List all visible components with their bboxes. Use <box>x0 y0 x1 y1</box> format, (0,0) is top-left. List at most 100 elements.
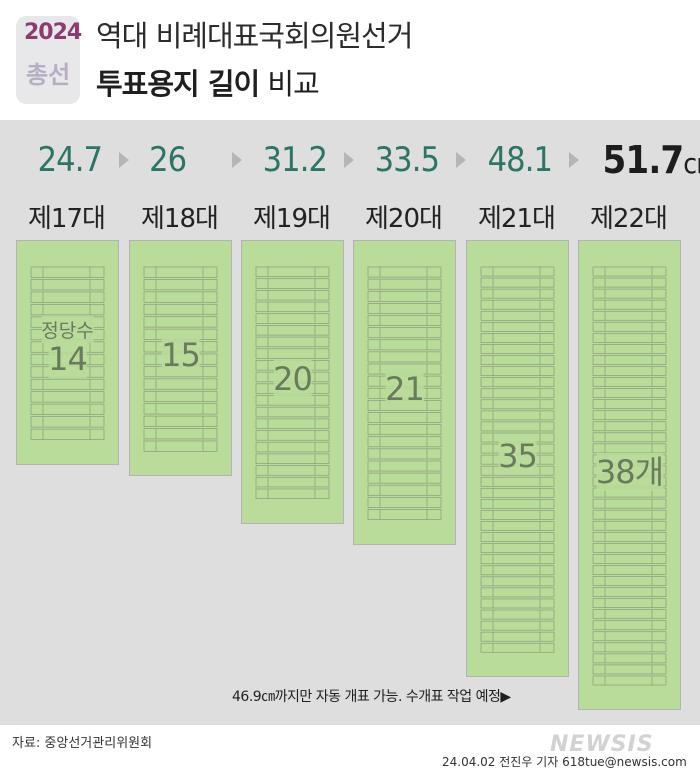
value-label: 24.7 <box>38 138 103 182</box>
party-row <box>480 277 555 288</box>
progress-arrow <box>232 152 242 168</box>
party-row <box>592 653 667 664</box>
election-label: 제21대 <box>478 204 556 234</box>
election-label: 제22대 <box>590 204 668 234</box>
party-row <box>592 299 667 310</box>
party-row <box>255 406 330 418</box>
party-row <box>255 313 330 324</box>
party-row <box>367 315 442 326</box>
progress-arrow <box>569 152 579 168</box>
party-row <box>592 377 667 387</box>
party-count-label: 38개 <box>595 453 664 491</box>
party-row <box>592 443 667 454</box>
party-row <box>480 631 555 642</box>
party-row <box>30 416 105 428</box>
party-row <box>367 327 442 339</box>
party-row <box>143 403 218 415</box>
party-row <box>480 510 555 520</box>
party-count-label: 21 <box>385 370 425 409</box>
party-row <box>30 403 105 415</box>
party-row <box>480 554 555 565</box>
party-row <box>480 266 555 277</box>
party-row <box>592 576 667 586</box>
party-row <box>480 598 555 609</box>
party-row <box>143 378 218 390</box>
ballot-rows <box>367 266 442 520</box>
newsis-watermark: NEWSIS <box>550 732 654 757</box>
party-row <box>255 336 330 348</box>
party-row <box>592 620 667 631</box>
party-row <box>255 453 330 464</box>
party-row <box>592 664 667 675</box>
party-row <box>592 554 667 564</box>
party-row <box>480 476 555 487</box>
election-label: 제17대 <box>28 204 106 234</box>
title-line-2: 투표용지 길이 비교 <box>96 66 320 102</box>
party-row <box>480 609 555 620</box>
party-row <box>480 642 555 653</box>
party-row <box>30 266 105 278</box>
party-row <box>143 415 218 427</box>
ballot-rows <box>592 266 667 686</box>
party-row <box>480 576 555 587</box>
party-row <box>592 587 667 597</box>
source-text: 자료: 중앙선거관리위원회 <box>12 736 153 751</box>
credit-text: 24.04.02 전진우 기자 618tue@newsis.com <box>442 755 687 769</box>
party-row <box>255 278 330 289</box>
party-row <box>592 388 667 398</box>
election-logo: 2024 총선 <box>16 16 82 104</box>
title-rest: 비교 <box>259 67 319 101</box>
party-row <box>592 531 667 542</box>
party-row <box>480 355 555 365</box>
party-row <box>480 620 555 631</box>
party-row <box>255 441 330 453</box>
party-row <box>143 390 218 403</box>
party-row <box>367 484 442 496</box>
party-row <box>592 520 667 531</box>
progress-arrow <box>344 152 354 168</box>
party-row <box>592 421 667 432</box>
party-count-label: 14 <box>48 340 88 379</box>
logo-word: 총선 <box>26 61 71 89</box>
party-row <box>592 288 667 299</box>
value-unit: cm <box>683 147 700 180</box>
party-row <box>367 266 442 278</box>
value-label: 33.5 <box>375 138 440 182</box>
party-row <box>255 430 330 441</box>
party-row <box>480 344 555 354</box>
party-count-label: 20 <box>273 359 313 398</box>
party-row <box>592 344 667 354</box>
party-row <box>255 476 330 488</box>
party-row <box>480 310 555 321</box>
party-row <box>592 266 667 277</box>
party-row <box>592 355 667 365</box>
party-row <box>480 532 555 542</box>
party-row <box>143 440 218 452</box>
header-band <box>0 0 700 120</box>
party-row <box>30 428 105 440</box>
party-row <box>592 565 667 575</box>
party-row <box>592 410 667 421</box>
value-number: 26 <box>149 140 187 180</box>
party-row <box>592 332 667 343</box>
party-row <box>480 421 555 432</box>
party-row <box>143 303 218 316</box>
party-row <box>143 291 218 303</box>
value-number: 24.7 <box>37 140 103 180</box>
party-row <box>480 333 555 343</box>
party-row <box>480 288 555 299</box>
party-row <box>367 351 442 363</box>
election-label: 제18대 <box>141 204 219 234</box>
party-row <box>480 543 555 554</box>
party-row <box>367 436 442 448</box>
election-label: 제19대 <box>253 204 331 234</box>
party-row <box>255 465 330 476</box>
auto-count-note: 46.9㎝까지만 자동 개표 가능. 수개표 작업 예정▶ <box>232 689 511 705</box>
party-row <box>367 290 442 302</box>
party-row <box>30 279 105 291</box>
value-number: 31.2 <box>262 140 328 180</box>
party-row <box>367 424 442 436</box>
party-row <box>30 291 105 303</box>
party-row <box>367 472 442 484</box>
title-line-1: 역대 비례대표국회의원선거 <box>96 19 413 53</box>
